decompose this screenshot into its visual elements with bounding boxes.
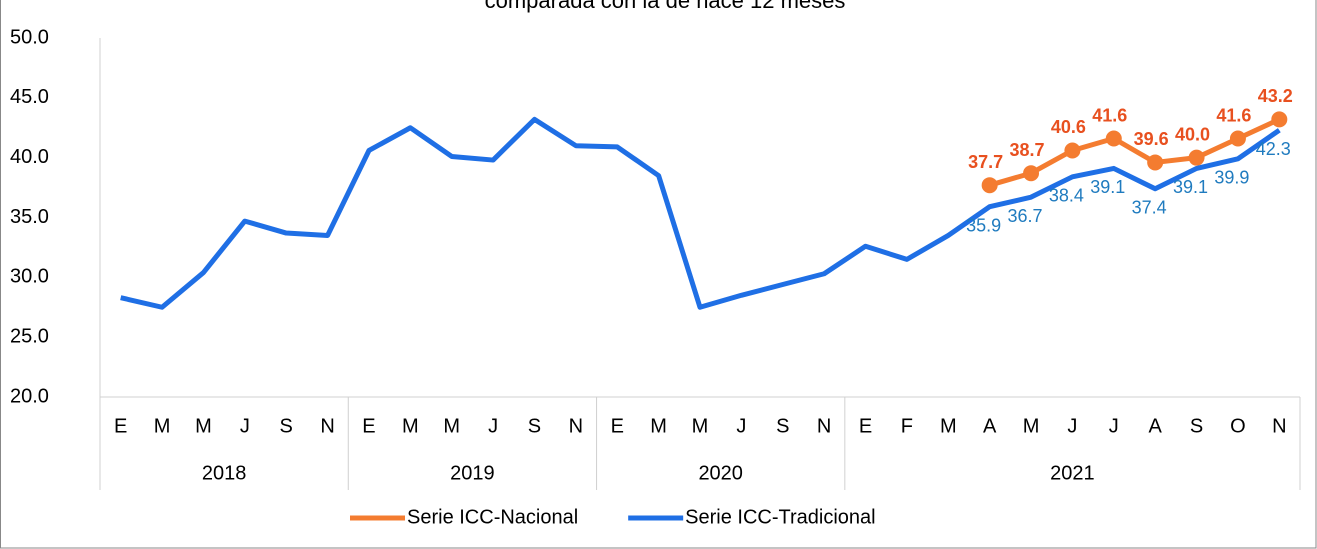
legend-label: Serie ICC-Nacional bbox=[407, 506, 578, 528]
data-label: 35.9 bbox=[966, 215, 1001, 235]
y-tick-label: 20.0 bbox=[10, 385, 49, 407]
x-tick-label: J bbox=[1067, 415, 1077, 437]
data-label: 39.9 bbox=[1214, 168, 1249, 188]
x-tick-label: M bbox=[940, 415, 957, 437]
data-label: 37.4 bbox=[1132, 198, 1167, 218]
x-tick-label: S bbox=[528, 415, 541, 437]
data-label: 36.7 bbox=[1008, 206, 1043, 226]
data-label: 39.6 bbox=[1134, 129, 1169, 149]
y-tick-label: 35.0 bbox=[10, 206, 49, 228]
data-label: 40.6 bbox=[1051, 117, 1086, 137]
chart-title: comparada con la de hace 12 meses bbox=[485, 0, 846, 13]
x-tick-label: E bbox=[859, 415, 872, 437]
point-marker bbox=[1105, 130, 1122, 147]
x-tick-label: J bbox=[1109, 415, 1119, 437]
data-label: 37.7 bbox=[968, 152, 1003, 172]
data-label: 42.3 bbox=[1256, 139, 1291, 159]
x-tick-label: M bbox=[154, 415, 171, 437]
data-label: 40.0 bbox=[1175, 124, 1210, 144]
x-tick-label: M bbox=[1023, 415, 1040, 437]
data-label: 41.6 bbox=[1216, 105, 1251, 125]
x-tick-label: S bbox=[1190, 415, 1203, 437]
x-tick-label: E bbox=[362, 415, 375, 437]
point-marker bbox=[1023, 165, 1040, 182]
x-tick-label: J bbox=[240, 415, 250, 437]
x-tick-label: N bbox=[320, 415, 334, 437]
point-marker bbox=[981, 177, 998, 194]
point-marker bbox=[1147, 154, 1164, 171]
x-tick-label: F bbox=[901, 415, 913, 437]
x-tick-label: M bbox=[443, 415, 460, 437]
x-tick-label: M bbox=[692, 415, 709, 437]
x-tick-label: E bbox=[611, 415, 624, 437]
data-label: 39.1 bbox=[1090, 177, 1125, 197]
x-tick-label: O bbox=[1230, 415, 1246, 437]
x-tick-label: N bbox=[569, 415, 583, 437]
y-tick-label: 50.0 bbox=[10, 26, 49, 48]
data-label: 38.7 bbox=[1010, 140, 1045, 160]
x-tick-label: M bbox=[195, 415, 212, 437]
data-label: 43.2 bbox=[1258, 86, 1293, 106]
x-tick-label: M bbox=[402, 415, 419, 437]
x-tick-label: S bbox=[280, 415, 293, 437]
x-tick-label: E bbox=[114, 415, 127, 437]
group-label: 2020 bbox=[698, 462, 743, 484]
data-label: 41.6 bbox=[1092, 105, 1127, 125]
legend-label: Serie ICC-Tradicional bbox=[685, 506, 875, 528]
point-marker bbox=[1064, 142, 1081, 159]
y-tick-label: 45.0 bbox=[10, 86, 49, 108]
x-tick-label: J bbox=[488, 415, 498, 437]
x-tick-label: S bbox=[776, 415, 789, 437]
group-label: 2018 bbox=[202, 462, 247, 484]
x-tick-label: J bbox=[736, 415, 746, 437]
x-tick-label: N bbox=[1272, 415, 1286, 437]
x-tick-label: N bbox=[817, 415, 831, 437]
y-tick-label: 25.0 bbox=[10, 325, 49, 347]
x-tick-label: A bbox=[983, 415, 997, 437]
point-marker bbox=[1271, 111, 1288, 128]
y-tick-label: 30.0 bbox=[10, 266, 49, 288]
x-tick-label: A bbox=[1149, 415, 1163, 437]
group-label: 2021 bbox=[1050, 462, 1095, 484]
x-tick-label: M bbox=[650, 415, 667, 437]
group-label: 2019 bbox=[450, 462, 495, 484]
series-line bbox=[120, 116, 1281, 310]
data-label: 39.1 bbox=[1173, 177, 1208, 197]
data-label: 38.4 bbox=[1049, 186, 1084, 206]
y-tick-label: 40.0 bbox=[10, 146, 49, 168]
point-marker bbox=[1229, 130, 1246, 147]
point-marker bbox=[1188, 149, 1205, 166]
